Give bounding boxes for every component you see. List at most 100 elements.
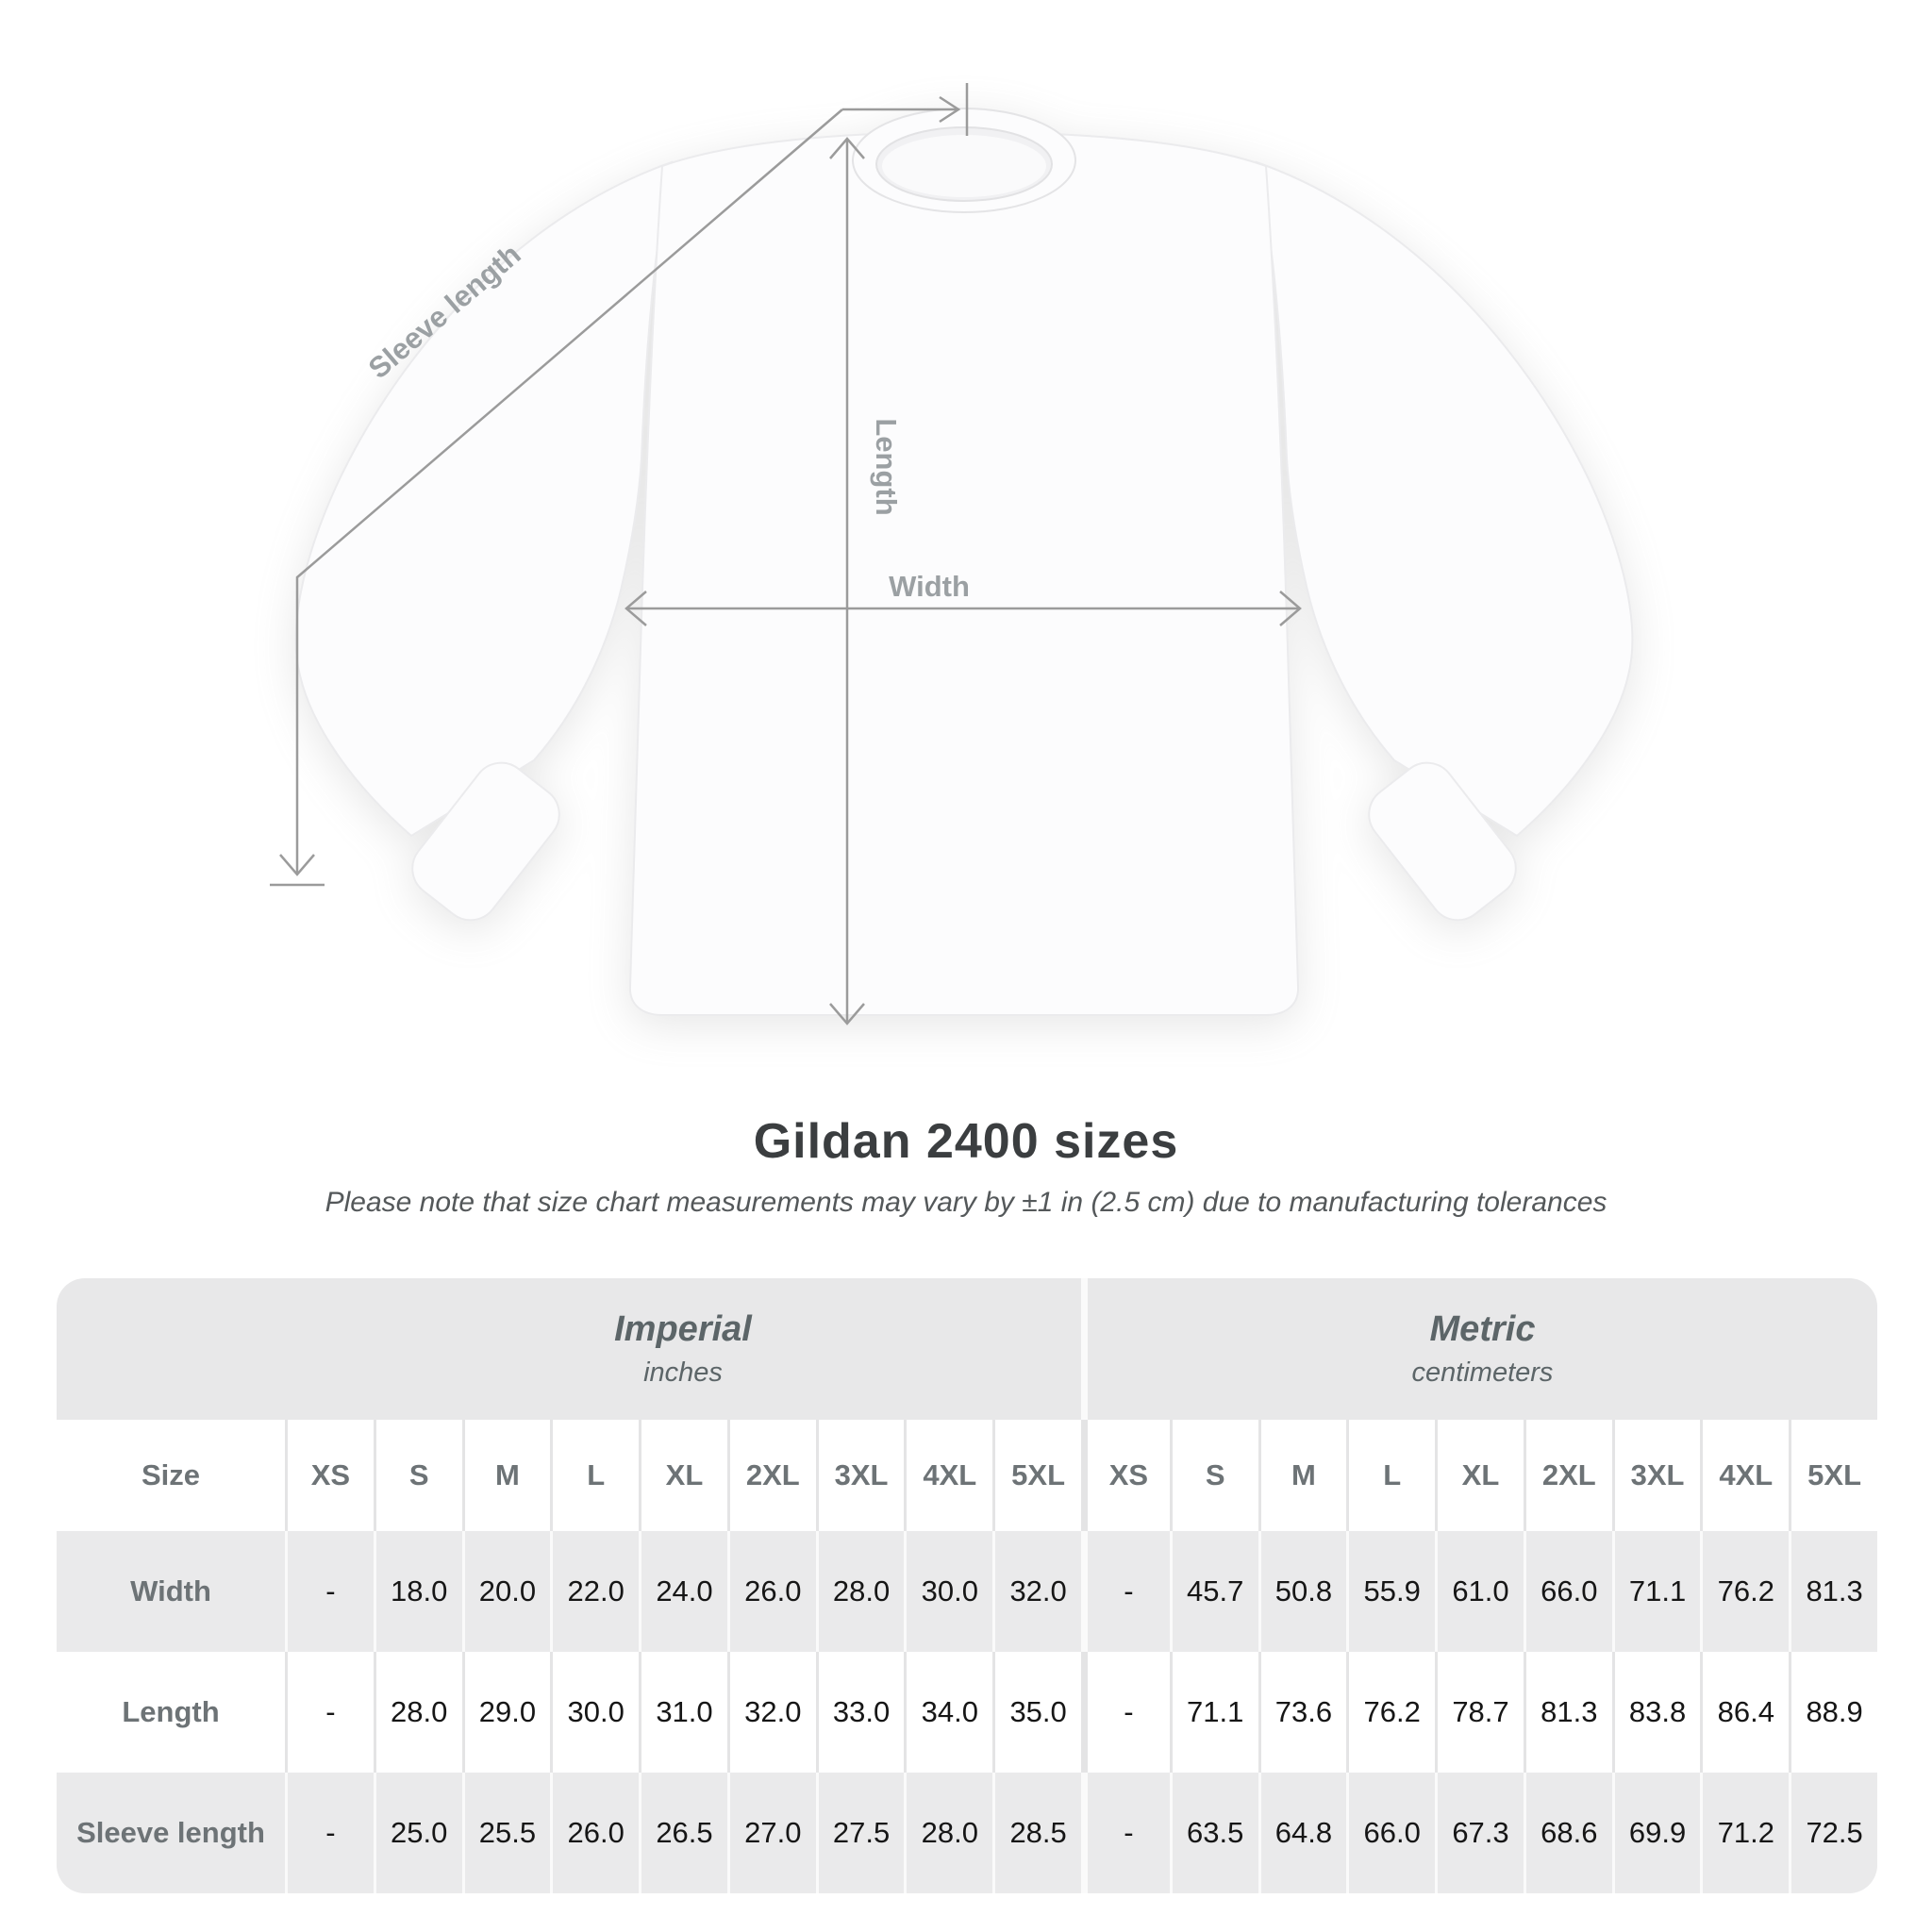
row-label: Sleeve length [76,1816,265,1849]
table-cell: - [285,1652,374,1773]
table-cell: 32.0 [726,1652,816,1773]
size-header-cell: 4XL [1700,1420,1789,1531]
table-cell: 81.3 [1789,1531,1877,1652]
shirt-diagram: Sleeve length Length Width [270,83,1634,1025]
table-cell: 45.7 [1169,1531,1258,1652]
table-cell: 81.3 [1523,1652,1612,1773]
size-header-cell: S [373,1420,462,1531]
measurement-annotations [270,83,1302,1025]
table-cell: 25.0 [373,1773,462,1893]
size-header-cell: XS [285,1420,374,1531]
row-label: Width [130,1574,211,1607]
shirt-right-sleeve [1255,160,1634,922]
table-cell: 61.0 [1435,1531,1524,1652]
group-header-metric: Metric centimeters [1081,1278,1877,1420]
table-cell: 30.0 [550,1652,639,1773]
table-row: Sleeve length -25.0 25.5 26.0 26.5 27.0 27.5 28… [57,1773,1877,1893]
shirt-collar [852,108,1076,213]
table-cell: 26.0 [550,1773,639,1893]
table-cell: 66.0 [1346,1773,1435,1893]
row-label: Length [122,1695,220,1728]
table-cell: 55.9 [1346,1531,1435,1652]
size-header-cell: L [550,1420,639,1531]
table-cell: 88.9 [1789,1652,1877,1773]
table-cell: 31.0 [639,1652,727,1773]
size-header-cell: 5XL [992,1420,1081,1531]
length-arrow [829,137,865,1025]
table-cell: 83.8 [1611,1652,1701,1773]
table-cell: 68.6 [1523,1773,1612,1893]
table-cell: 67.3 [1435,1773,1524,1893]
table-cell: 86.4 [1700,1652,1789,1773]
size-header-cell: 5XL [1789,1420,1877,1531]
width-label: Width [889,570,970,603]
table-row: Width -18.0 20.0 22.0 24.0 26.0 28.0 30.0 32.0-4… [57,1531,1877,1652]
sleeve-length-arrow [270,83,969,887]
table-cell: - [285,1773,374,1893]
size-header-cell: L [1346,1420,1435,1531]
shirt-illustration [294,108,1634,1016]
table-cell: 26.5 [639,1773,727,1893]
table-cell: 26.0 [726,1531,816,1652]
table-cell: - [1081,1652,1170,1773]
size-header-cell: M [461,1420,551,1531]
table-cell: 72.5 [1789,1773,1877,1893]
size-header-cell: S [1169,1420,1258,1531]
table-cell: 78.7 [1435,1652,1524,1773]
table-cell: 29.0 [461,1652,551,1773]
table-cell: 76.2 [1700,1531,1789,1652]
table-cell: 22.0 [550,1531,639,1652]
size-header-cell: XL [639,1420,727,1531]
size-header-cell: 2XL [726,1420,816,1531]
table-cell: 20.0 [461,1531,551,1652]
size-header-row: Size XS S M L XL 2XL 3XL 4XL 5XL XS S M L XL 2XL 3XL 4XL 5… [57,1420,1877,1531]
group-subtitle-imperial: inches [643,1357,723,1388]
table-cell: 76.2 [1346,1652,1435,1773]
size-header-cell: 3XL [1611,1420,1701,1531]
table-cell: 28.0 [904,1773,992,1893]
size-header-cell: XL [1435,1420,1524,1531]
table-row: Length -28.0 29.0 30.0 31.0 32.0 33.0 34.0 35.0-… [57,1652,1877,1773]
table-cell: 28.5 [992,1773,1081,1893]
table-cell: 73.6 [1257,1652,1347,1773]
size-header-cell: M [1257,1420,1347,1531]
table-cell: - [1081,1773,1170,1893]
table-cell: - [1081,1531,1170,1652]
table-cell: 18.0 [373,1531,462,1652]
table-cell: 63.5 [1169,1773,1258,1893]
unit-group-header: Imperial inches Metric centimeters [57,1278,1877,1420]
table-cell: 25.5 [461,1773,551,1893]
table-cell: 69.9 [1611,1773,1701,1893]
table-cell: 32.0 [992,1531,1081,1652]
size-column-header: Size [141,1458,201,1491]
group-title-metric: Metric [1429,1309,1536,1349]
shirt-left-sleeve [294,160,674,922]
table-cell: 27.5 [815,1773,905,1893]
group-header-imperial: Imperial inches [285,1278,1081,1420]
table-cell: 71.2 [1700,1773,1789,1893]
width-arrow [625,591,1302,626]
table-cell: 24.0 [639,1531,727,1652]
table-cell: 33.0 [815,1652,905,1773]
table-cell: 30.0 [904,1531,992,1652]
size-header-cell: 4XL [904,1420,992,1531]
table-cell: 50.8 [1257,1531,1347,1652]
length-label: Length [870,418,903,515]
size-header-cell: 3XL [815,1420,905,1531]
table-cell: 27.0 [726,1773,816,1893]
size-header-cell: 2XL [1523,1420,1612,1531]
table-cell: 28.0 [373,1652,462,1773]
size-header-cell: XS [1081,1420,1170,1531]
table-cell: 34.0 [904,1652,992,1773]
table-cell: 66.0 [1523,1531,1612,1652]
page-subtitle: Please note that size chart measurements… [325,1187,1607,1218]
table-cell: 71.1 [1611,1531,1701,1652]
page-title: Gildan 2400 sizes [753,1114,1179,1169]
table-cell: 28.0 [815,1531,905,1652]
table-cell: 71.1 [1169,1652,1258,1773]
table-cell: 35.0 [992,1652,1081,1773]
group-subtitle-metric: centimeters [1411,1357,1554,1388]
table-cell: - [285,1531,374,1652]
size-table: Imperial inches Metric centimeters Size X… [57,1278,1877,1893]
